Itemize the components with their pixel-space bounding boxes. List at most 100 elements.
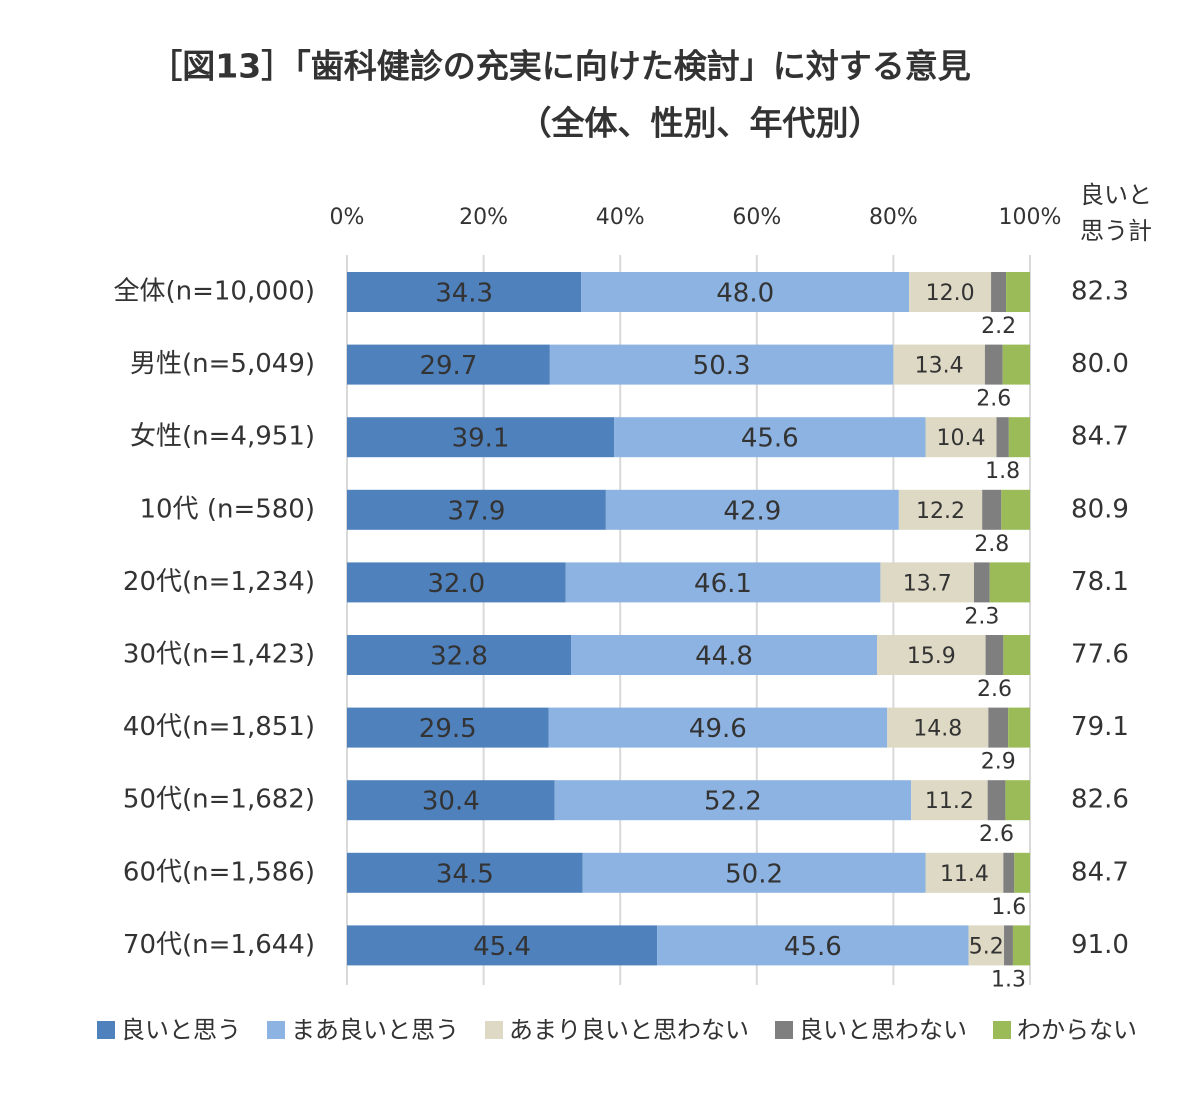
data-label: 13.4: [915, 354, 964, 379]
y-tick-label: 男性(n=5,049): [130, 349, 315, 379]
bar-segment: [582, 852, 926, 893]
bar-segment: [991, 272, 1007, 312]
legend-swatch: [267, 1021, 285, 1039]
legend-label: まあ良いと思う: [291, 1016, 459, 1044]
bar-segment: [887, 707, 989, 748]
legend-swatch: [775, 1021, 793, 1039]
bar-segment: [984, 344, 1003, 385]
total-label: 77.6: [1071, 640, 1129, 670]
bar-segment: [347, 780, 555, 821]
total-label: 80.0: [1071, 349, 1129, 379]
totals-header: 良いと: [1080, 181, 1152, 209]
data-label: 5.2: [969, 934, 1004, 959]
chart-subtitle: （全体、性別、年代別）: [519, 104, 882, 143]
bar-segment: [554, 780, 912, 821]
bar-segment: [347, 562, 566, 603]
bar-segment: [347, 272, 582, 312]
bar-segment: [1008, 417, 1030, 458]
bar-segment: [347, 635, 572, 675]
totals-header: 思う計: [1080, 217, 1152, 245]
bar-segment: [1005, 780, 1030, 821]
data-label: 1.8: [985, 459, 1020, 484]
total-label: 91.0: [1071, 930, 1129, 960]
data-label: 1.3: [991, 967, 1026, 992]
bar-segment: [987, 780, 1006, 821]
data-label: 15.9: [907, 644, 956, 669]
bar-segment: [1006, 272, 1030, 312]
y-tick-label: 女性(n=4,951): [130, 422, 315, 452]
total-label: 82.3: [1071, 277, 1129, 307]
data-label: 11.2: [925, 789, 974, 814]
y-tick-label: 40代(n=1,851): [123, 712, 315, 742]
data-label: 2.9: [981, 750, 1016, 775]
data-label: 37.9: [447, 496, 505, 526]
bar-segment: [549, 344, 894, 385]
data-label: 2.6: [977, 677, 1012, 702]
bar-segment: [1012, 925, 1030, 966]
bar-segment: [968, 925, 1005, 966]
bar-segment: [925, 417, 997, 458]
data-label: 42.9: [723, 496, 781, 526]
data-label: 49.6: [689, 714, 747, 744]
bar-segment: [571, 635, 878, 675]
bar-segment: [1003, 635, 1030, 675]
bar-segment: [989, 562, 1030, 603]
data-label: 34.3: [435, 279, 493, 309]
x-tick-label: 40%: [596, 205, 645, 230]
bar-segment: [1002, 344, 1030, 385]
y-tick-label: 10代 (n=580): [139, 494, 315, 524]
data-label: 2.6: [976, 387, 1011, 412]
bar-segment: [548, 707, 888, 748]
bar-segment: [347, 417, 615, 458]
bar-segment: [893, 344, 985, 385]
x-tick-label: 80%: [869, 205, 918, 230]
total-label: 78.1: [1071, 567, 1129, 597]
chart-title: ［図13］「歯科健診の充実に向けた検討」に対する意見: [149, 47, 970, 86]
data-label: 45.6: [741, 424, 799, 454]
data-label: 50.3: [693, 351, 751, 381]
data-label: 48.0: [716, 279, 774, 309]
total-label: 79.1: [1071, 712, 1129, 742]
data-label: 29.5: [419, 714, 477, 744]
data-label: 32.8: [430, 642, 488, 672]
bar-segment: [982, 489, 1002, 530]
bar-segment: [973, 562, 990, 603]
bar-segment: [985, 635, 1004, 675]
data-label: 14.8: [913, 717, 962, 742]
bar-segment: [880, 562, 974, 603]
bar-segment: [909, 272, 992, 312]
legend-swatch: [485, 1021, 503, 1039]
y-tick-label: 20代(n=1,234): [123, 567, 315, 597]
bar-segment: [605, 489, 899, 530]
total-label: 82.6: [1071, 785, 1129, 815]
data-label: 1.6: [991, 895, 1026, 920]
data-label: 50.2: [725, 859, 783, 889]
legend-label: 良いと思う: [121, 1016, 241, 1044]
x-tick-label: 60%: [732, 205, 781, 230]
bar-segment: [347, 489, 606, 530]
bar-segment: [581, 272, 910, 312]
bar-segment: [911, 780, 988, 821]
x-tick-label: 0%: [330, 205, 365, 230]
bar-segment: [877, 635, 986, 675]
data-label: 2.6: [979, 822, 1014, 847]
bar-segment: [1004, 925, 1013, 966]
data-label: 12.0: [926, 281, 975, 306]
bar-segment: [347, 344, 550, 385]
data-label: 2.3: [964, 604, 999, 629]
data-label: 45.6: [784, 932, 842, 962]
data-label: 32.0: [427, 569, 485, 599]
y-tick-label: 全体(n=10,000): [113, 277, 315, 307]
bar-segment: [925, 852, 1004, 893]
bar-segment: [347, 852, 583, 893]
y-tick-label: 60代(n=1,586): [123, 857, 315, 887]
legend-swatch: [97, 1021, 115, 1039]
bar-segment: [898, 489, 983, 530]
y-tick-label: 50代(n=1,682): [123, 785, 315, 815]
data-label: 44.8: [695, 642, 753, 672]
data-label: 34.5: [436, 859, 494, 889]
total-label: 84.7: [1071, 422, 1129, 452]
bar-segment: [347, 925, 658, 966]
bar-segment: [614, 417, 926, 458]
